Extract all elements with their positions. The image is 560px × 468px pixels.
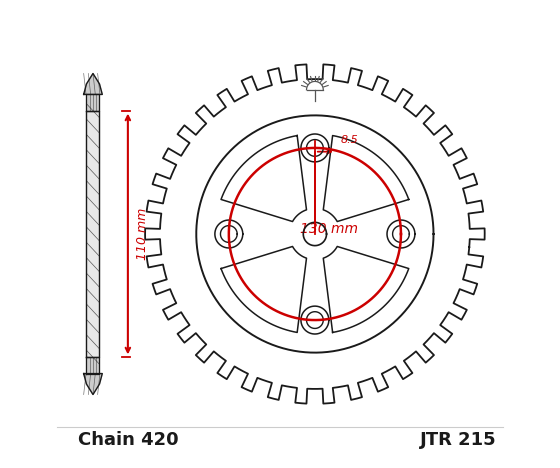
Text: Chain 420: Chain 420: [78, 431, 178, 449]
Polygon shape: [221, 247, 306, 332]
Polygon shape: [86, 111, 100, 357]
Polygon shape: [86, 357, 100, 373]
Polygon shape: [323, 136, 409, 221]
Text: 130 mm: 130 mm: [300, 222, 358, 236]
Text: 110 mm: 110 mm: [136, 208, 150, 260]
Polygon shape: [83, 373, 102, 395]
Text: 8.5: 8.5: [340, 135, 358, 145]
Polygon shape: [221, 136, 306, 221]
Polygon shape: [323, 247, 409, 332]
Polygon shape: [83, 73, 102, 95]
Polygon shape: [86, 95, 100, 111]
Text: JTR 215: JTR 215: [419, 431, 496, 449]
